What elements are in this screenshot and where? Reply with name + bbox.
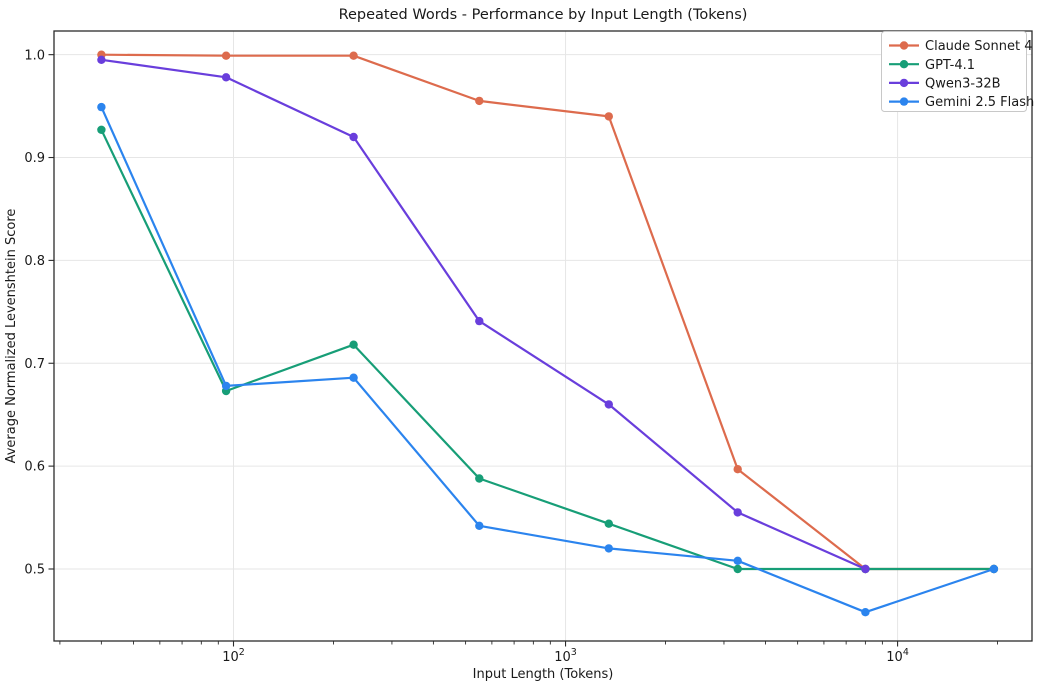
- legend-label: GPT-4.1: [925, 58, 975, 73]
- data-point-qwen3-32b: [475, 316, 484, 326]
- legend-label: Qwen3-32B: [925, 77, 1001, 92]
- data-point-gemini-2-5-flash: [989, 564, 999, 574]
- data-point-gemini-2-5-flash: [475, 521, 484, 530]
- data-point-qwen3-32b: [733, 508, 742, 517]
- data-point-gemini-2-5-flash: [733, 556, 742, 565]
- x-tick-exponent: 3: [571, 647, 577, 658]
- axes: [48, 30, 1033, 647]
- series-gemini-2-5-flash: [97, 102, 999, 617]
- series-line-gemini-2-5-flash: [100, 106, 995, 614]
- legend-item-claude-sonnet-4: Claude Sonnet 4: [889, 39, 1032, 54]
- chart-title: Repeated Words - Performance by Input Le…: [339, 7, 748, 23]
- data-point-qwen3-32b: [97, 55, 106, 64]
- legend-item-gpt-4-1: GPT-4.1: [889, 58, 975, 73]
- plot-border: [53, 30, 1033, 642]
- data-point-gemini-2-5-flash: [604, 544, 613, 553]
- data-point-gpt-4-1: [733, 564, 742, 574]
- y-tick-label: 0.7: [24, 357, 45, 372]
- legend-swatch-marker: [899, 41, 909, 50]
- series-gpt-4-1: [97, 125, 999, 574]
- y-tick-label: 0.9: [24, 151, 45, 166]
- y-tick-label: 1.0: [24, 48, 45, 63]
- legend-box: [881, 31, 1027, 112]
- series-line-qwen3-32b: [100, 58, 867, 571]
- x-tick-exponent: 4: [903, 647, 909, 658]
- legend: Claude Sonnet 4 GPT-4.1 Qwen3-32B Gemini 2.…: [881, 31, 1034, 112]
- data-point-claude-sonnet-4: [349, 51, 358, 60]
- legend-label: Gemini 2.5 Flash: [925, 95, 1034, 110]
- data-point-claude-sonnet-4: [604, 112, 613, 121]
- data-point-gpt-4-1: [475, 474, 484, 483]
- y-axis-label: Average Normalized Levenshtein Score: [4, 209, 19, 464]
- data-point-qwen3-32b: [221, 73, 231, 82]
- series-line-claude-sonnet-4: [100, 53, 995, 571]
- y-tick-label: 0.8: [24, 254, 45, 269]
- data-point-gemini-2-5-flash: [349, 373, 358, 382]
- data-point-claude-sonnet-4: [733, 465, 742, 474]
- legend-swatch-marker: [899, 97, 909, 106]
- series-claude-sonnet-4: [97, 50, 999, 574]
- data-point-gemini-2-5-flash: [221, 381, 231, 391]
- data-point-gpt-4-1: [349, 340, 358, 349]
- legend-swatch-marker: [899, 78, 909, 88]
- legend-item-qwen3-32b: Qwen3-32B: [889, 77, 1001, 92]
- data-point-gemini-2-5-flash: [97, 102, 106, 112]
- legend-label: Claude Sonnet 4: [925, 39, 1032, 54]
- x-tick-label: 104: [886, 647, 909, 665]
- data-point-claude-sonnet-4: [475, 96, 484, 106]
- data-point-qwen3-32b: [861, 564, 870, 574]
- tick-labels: 0.5 0.6 0.7 0.8 0.9 1.0 102 103 104: [24, 48, 909, 665]
- y-tick-label: 0.6: [24, 460, 45, 475]
- x-axis-label: Input Length (Tokens): [473, 667, 614, 682]
- x-tick-label: 102: [222, 647, 245, 665]
- data-point-gemini-2-5-flash: [861, 608, 870, 617]
- data-series: [97, 50, 999, 617]
- legend-swatch-marker: [899, 59, 909, 69]
- x-tick-label: 103: [554, 647, 577, 665]
- series-line-gpt-4-1: [100, 128, 995, 571]
- x-tick-exponent: 2: [239, 647, 245, 658]
- y-tick-label: 0.5: [24, 563, 45, 578]
- legend-item-gemini-2-5-flash: Gemini 2.5 Flash: [889, 95, 1034, 110]
- data-point-claude-sonnet-4: [221, 51, 231, 60]
- data-point-qwen3-32b: [604, 400, 613, 409]
- data-point-gpt-4-1: [604, 519, 613, 528]
- data-point-qwen3-32b: [349, 132, 358, 142]
- data-point-gpt-4-1: [97, 125, 106, 134]
- series-qwen3-32b: [97, 55, 870, 574]
